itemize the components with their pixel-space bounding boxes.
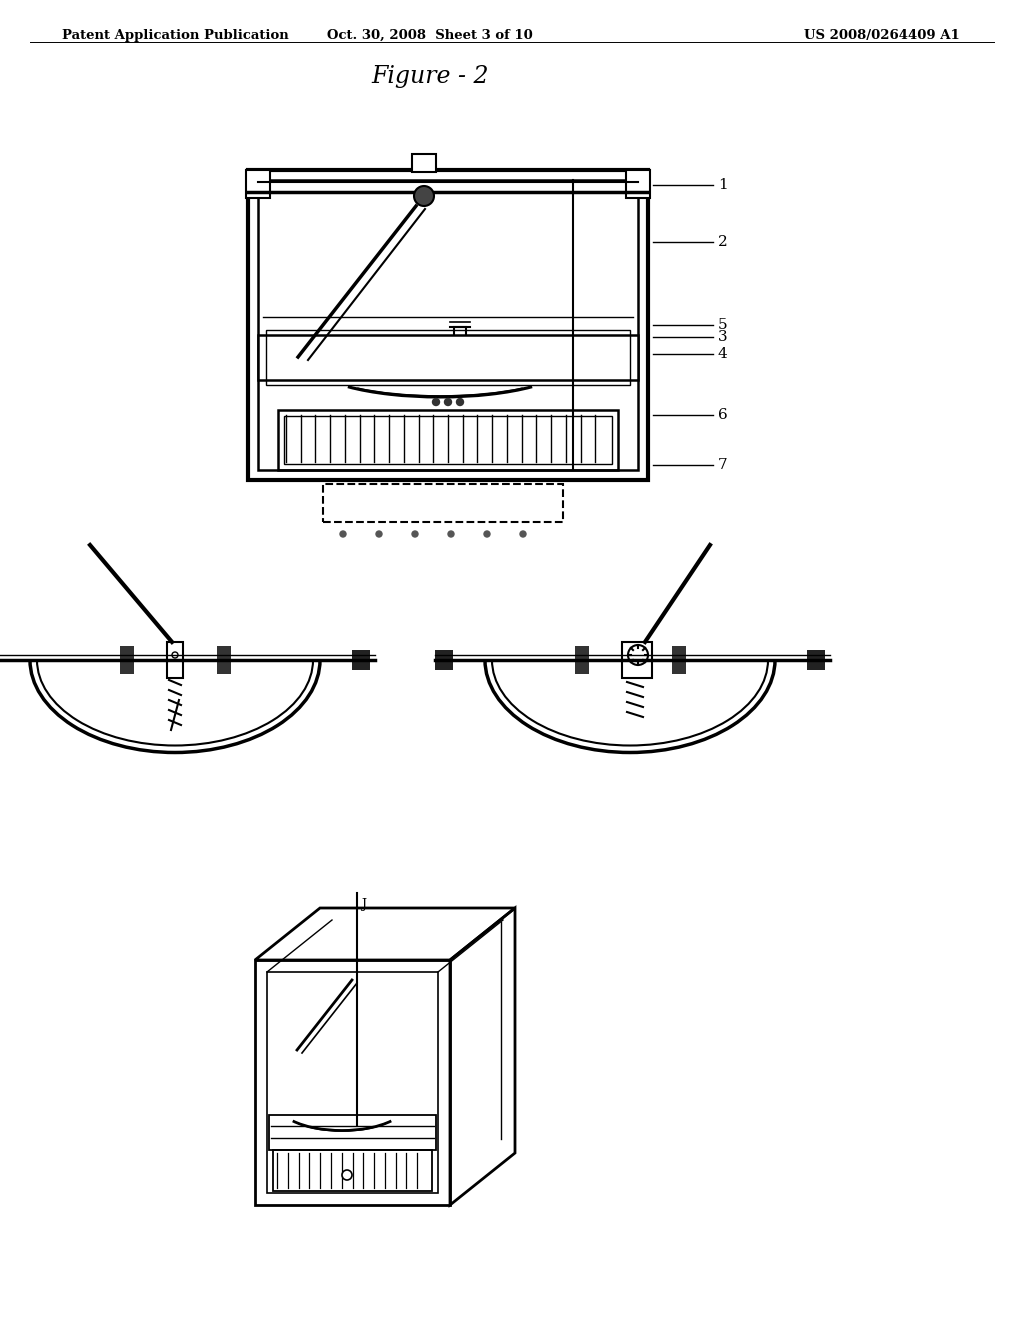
Bar — [246, 170, 270, 198]
Circle shape — [457, 399, 464, 405]
Bar — [323, 484, 563, 521]
Text: Figure - 2: Figure - 2 — [372, 65, 488, 88]
Circle shape — [432, 399, 439, 405]
Text: J: J — [361, 898, 366, 911]
Bar — [258, 335, 638, 380]
Bar — [352, 649, 370, 671]
Text: 3: 3 — [718, 330, 728, 345]
Bar — [626, 170, 650, 198]
Bar — [807, 649, 825, 671]
Circle shape — [628, 645, 648, 665]
Bar — [622, 642, 652, 678]
Bar — [266, 330, 630, 385]
Circle shape — [376, 531, 382, 537]
Bar — [120, 645, 134, 675]
Text: 1: 1 — [718, 178, 728, 191]
Circle shape — [484, 531, 490, 537]
Text: 6: 6 — [718, 408, 728, 422]
Circle shape — [340, 531, 346, 537]
Bar — [255, 960, 450, 1205]
Bar — [412, 154, 436, 172]
Bar — [454, 327, 466, 367]
Bar — [672, 645, 686, 675]
Circle shape — [444, 399, 452, 405]
Bar — [284, 416, 612, 465]
Text: 2: 2 — [718, 235, 728, 249]
Bar — [435, 649, 453, 671]
Bar — [167, 642, 183, 678]
Text: US 2008/0264409 A1: US 2008/0264409 A1 — [804, 29, 961, 42]
Text: 7: 7 — [718, 458, 728, 473]
Bar — [273, 1150, 432, 1191]
Circle shape — [412, 531, 418, 537]
Text: Patent Application Publication: Patent Application Publication — [62, 29, 289, 42]
Circle shape — [520, 531, 526, 537]
Text: 4: 4 — [718, 347, 728, 360]
Bar — [575, 645, 589, 675]
Bar — [269, 1115, 436, 1150]
Text: 5: 5 — [718, 318, 728, 333]
Bar — [258, 180, 638, 470]
Bar — [267, 972, 438, 1193]
Circle shape — [414, 186, 434, 206]
Bar — [217, 645, 231, 675]
Bar — [248, 170, 648, 480]
Circle shape — [449, 531, 454, 537]
Bar — [278, 411, 618, 470]
Circle shape — [342, 1170, 352, 1180]
Circle shape — [172, 652, 178, 657]
Text: Oct. 30, 2008  Sheet 3 of 10: Oct. 30, 2008 Sheet 3 of 10 — [327, 29, 532, 42]
